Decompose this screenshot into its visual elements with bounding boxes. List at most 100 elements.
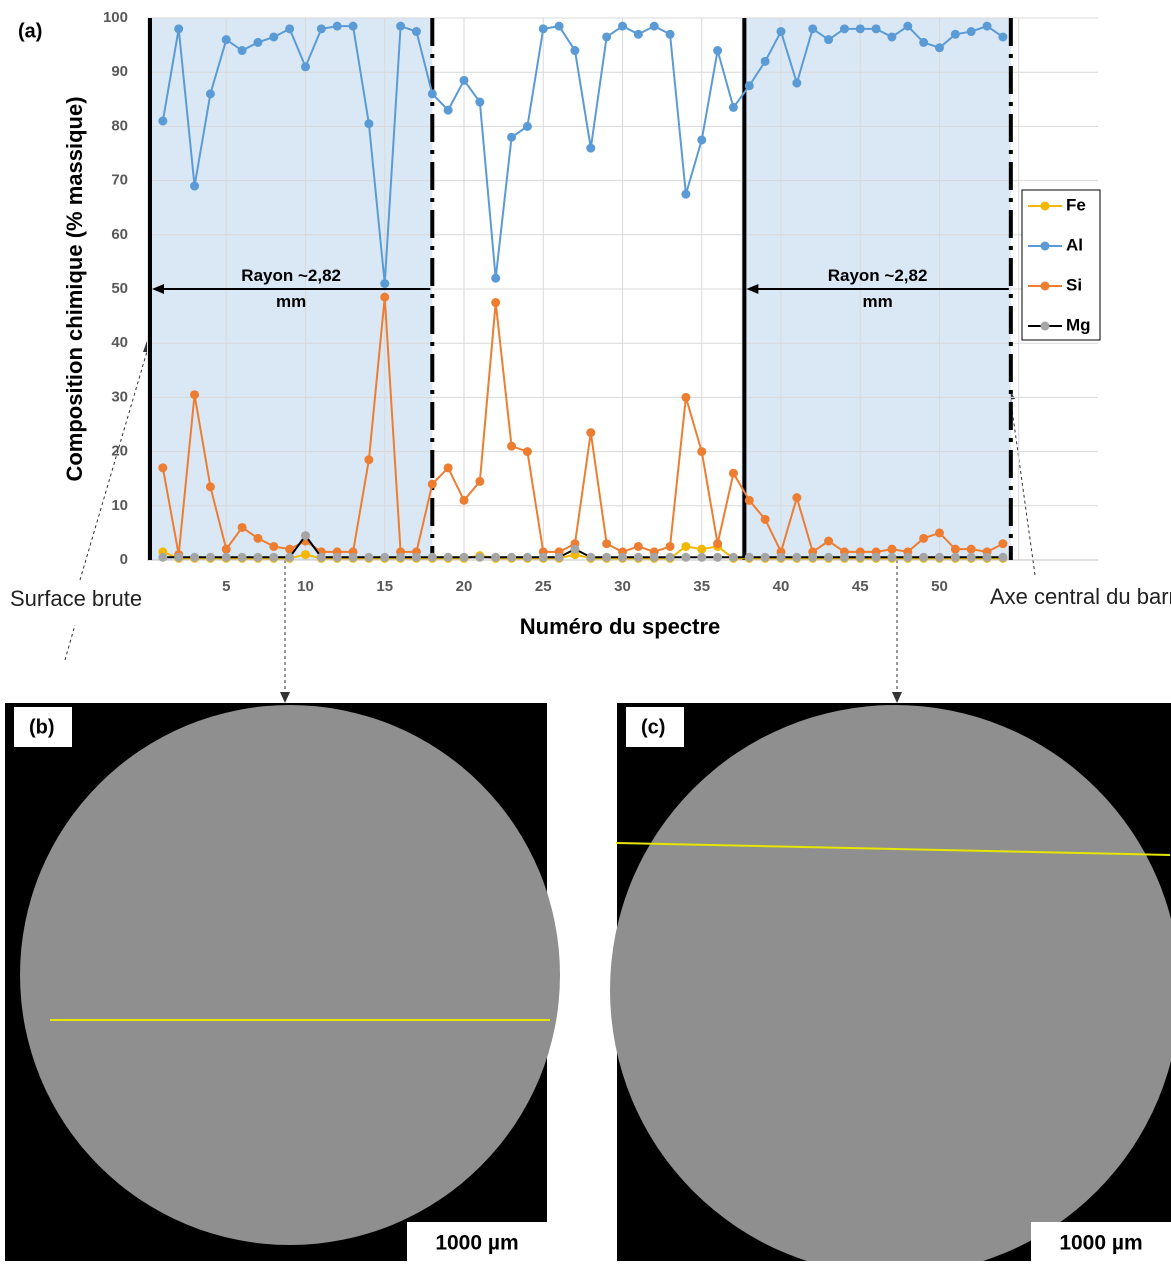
x-axis-title: Numéro du spectre xyxy=(520,614,721,639)
sample-section xyxy=(20,705,560,1245)
data-point xyxy=(824,552,834,562)
annotation: Axe central du barreau xyxy=(990,584,1171,609)
data-point xyxy=(950,544,960,554)
data-point xyxy=(459,495,469,505)
data-point xyxy=(396,552,406,562)
data-point xyxy=(301,550,310,560)
data-point xyxy=(950,552,960,562)
data-point xyxy=(919,552,929,562)
data-point xyxy=(586,143,596,153)
data-point xyxy=(570,46,580,56)
data-point xyxy=(839,552,849,562)
data-point xyxy=(364,552,374,562)
data-point xyxy=(237,552,247,562)
data-point xyxy=(887,544,897,554)
data-point xyxy=(744,81,754,91)
x-tick-label: 25 xyxy=(535,578,552,595)
data-point xyxy=(253,37,263,47)
data-point xyxy=(697,544,707,554)
arrow-head xyxy=(152,284,164,294)
data-point xyxy=(221,544,231,554)
data-point xyxy=(190,390,200,400)
data-point xyxy=(808,24,818,34)
data-point xyxy=(427,89,437,99)
data-point xyxy=(554,21,564,31)
data-point xyxy=(253,533,263,543)
annotation: Axe central du barreau xyxy=(990,584,1171,609)
data-point xyxy=(522,552,532,562)
data-point xyxy=(665,29,675,39)
y-tick-label: 0 xyxy=(120,551,128,568)
data-point xyxy=(633,541,643,551)
data-point xyxy=(364,455,374,465)
legend-label: Si xyxy=(1066,275,1082,294)
data-point xyxy=(158,552,168,562)
data-point xyxy=(697,447,707,457)
data-point xyxy=(760,56,770,66)
x-tick-label: 10 xyxy=(297,578,314,595)
data-point xyxy=(538,24,548,34)
data-point xyxy=(459,75,469,85)
x-tick-label: 50 xyxy=(931,578,948,595)
data-point xyxy=(681,392,691,402)
data-point xyxy=(269,32,279,42)
data-point xyxy=(602,552,612,562)
data-point xyxy=(871,24,881,34)
data-point xyxy=(697,552,707,562)
data-point xyxy=(190,181,200,191)
data-point xyxy=(205,89,215,99)
data-point xyxy=(919,37,929,47)
data-point xyxy=(475,97,485,107)
data-point xyxy=(681,541,691,551)
data-point xyxy=(570,544,580,554)
data-point xyxy=(808,552,818,562)
data-point xyxy=(443,552,453,562)
legend-box xyxy=(1021,189,1101,341)
y-tick-label: 100 xyxy=(103,9,128,26)
data-point xyxy=(824,35,834,45)
data-point xyxy=(982,552,992,562)
data-point xyxy=(316,552,326,562)
data-point xyxy=(380,552,390,562)
data-point xyxy=(728,552,738,562)
data-point xyxy=(538,552,548,562)
data-point xyxy=(491,298,501,308)
data-point xyxy=(602,32,612,42)
data-point xyxy=(158,463,168,473)
data-point xyxy=(713,46,723,56)
y-tick-label: 50 xyxy=(111,280,128,297)
y-tick-label: 30 xyxy=(111,388,128,405)
data-point xyxy=(522,121,532,131)
data-point xyxy=(443,463,453,473)
data-point xyxy=(158,116,168,126)
data-point xyxy=(665,541,675,551)
data-point xyxy=(316,24,326,34)
legend-label: Al xyxy=(1066,235,1083,254)
data-point xyxy=(792,78,802,88)
data-point xyxy=(728,468,738,478)
legend-marker xyxy=(1040,241,1050,251)
scale-label: 1000 µm xyxy=(1059,1232,1142,1255)
scale-box xyxy=(407,1222,547,1261)
data-point xyxy=(887,32,897,42)
region-label: Rayon ~2,82 mm xyxy=(241,266,341,311)
panel-label: (b) xyxy=(29,716,55,738)
data-point xyxy=(871,552,881,562)
data-point xyxy=(285,544,295,554)
data-point xyxy=(522,447,532,457)
data-point xyxy=(269,552,279,562)
data-point xyxy=(903,21,913,31)
data-point xyxy=(665,552,675,562)
y-tick-label: 40 xyxy=(111,334,128,351)
data-point xyxy=(776,27,786,37)
data-point xyxy=(998,552,1008,562)
data-point xyxy=(205,552,215,562)
x-tick-label: 5 xyxy=(222,578,230,595)
data-point xyxy=(744,552,754,562)
region-label: mm xyxy=(276,292,306,311)
data-point xyxy=(174,552,184,562)
legend-label: Fe xyxy=(1066,195,1086,214)
data-point xyxy=(633,29,643,39)
data-point xyxy=(269,541,279,551)
x-tick-label: 45 xyxy=(852,578,869,595)
